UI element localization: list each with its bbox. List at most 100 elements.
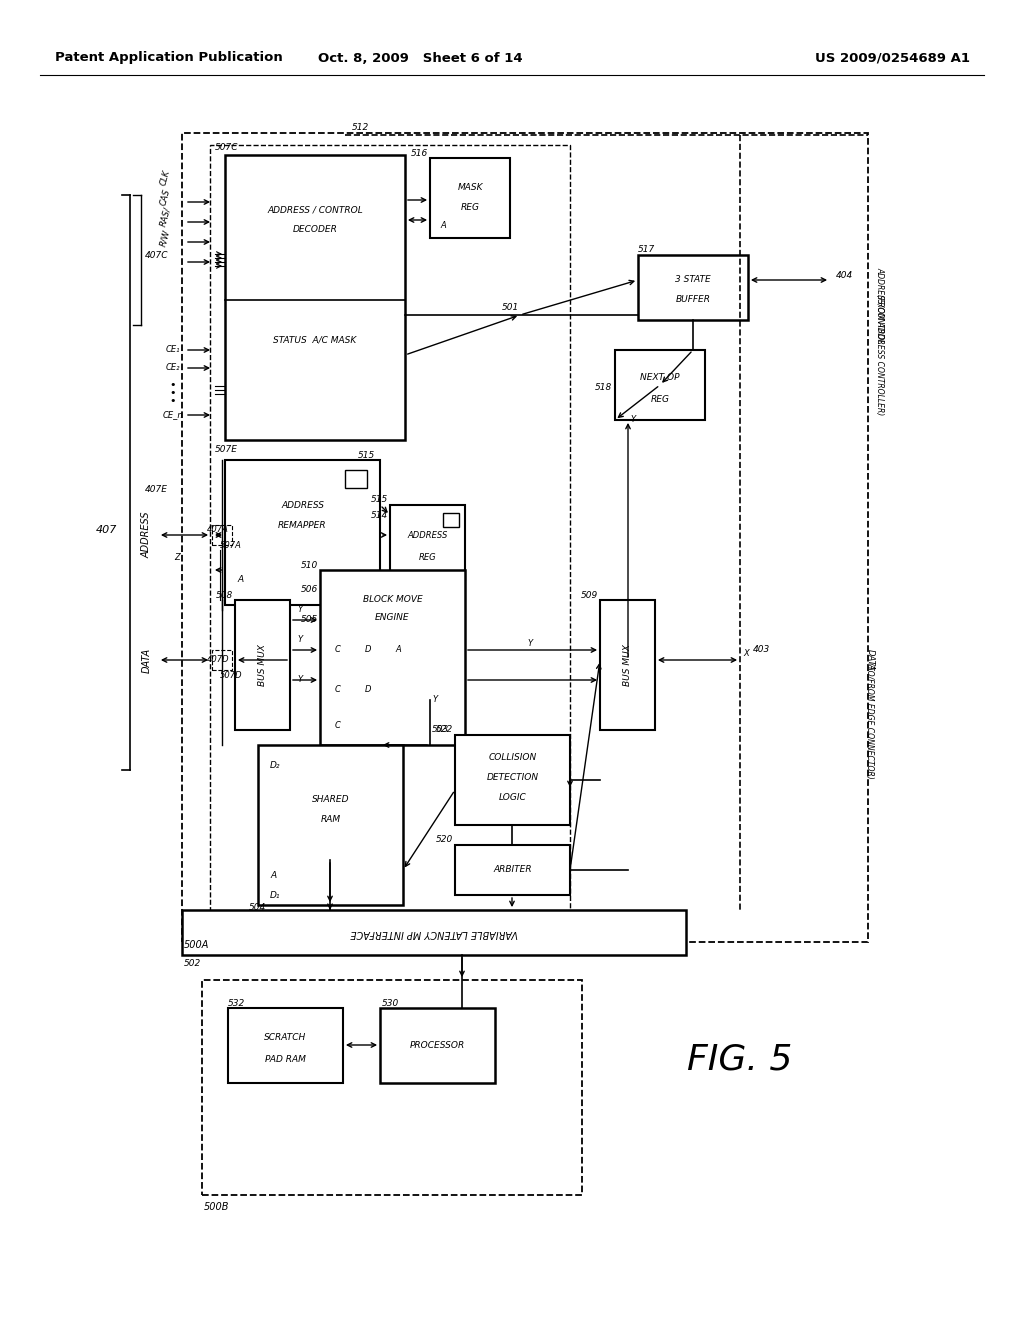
Text: BUS MUX: BUS MUX [258, 644, 267, 686]
Text: Y: Y [630, 416, 635, 425]
Text: REG: REG [461, 203, 479, 213]
Text: MASK: MASK [458, 183, 482, 193]
Text: Oct. 8, 2009   Sheet 6 of 14: Oct. 8, 2009 Sheet 6 of 14 [317, 51, 522, 65]
Text: 522: 522 [436, 726, 453, 734]
Text: Y: Y [527, 639, 532, 648]
Text: BLOCK MOVE: BLOCK MOVE [362, 595, 422, 605]
Bar [182, 909, 686, 954]
Text: 3 STATE: 3 STATE [675, 276, 711, 285]
Text: Y: Y [297, 606, 302, 615]
Text: A: A [395, 645, 400, 655]
Text: D₂: D₂ [270, 760, 281, 770]
Text: A: A [237, 576, 243, 585]
Bar [225, 459, 380, 605]
Text: 404: 404 [836, 271, 853, 280]
Text: 407A: 407A [207, 525, 229, 535]
Text: COLLISION: COLLISION [488, 752, 537, 762]
Text: C: C [335, 685, 341, 694]
Text: 530: 530 [382, 998, 399, 1007]
Bar [455, 735, 570, 825]
Bar [390, 506, 465, 579]
Text: D: D [365, 645, 372, 655]
Text: PROCESSOR: PROCESSOR [410, 1041, 465, 1051]
Text: PAD RAM: PAD RAM [265, 1056, 306, 1064]
Bar [212, 649, 232, 671]
Text: 407E: 407E [145, 486, 168, 495]
Text: 510: 510 [301, 561, 318, 569]
Text: 515: 515 [357, 450, 375, 459]
Bar [228, 1008, 343, 1082]
Bar [182, 133, 868, 942]
Text: NEXT OP: NEXT OP [640, 374, 680, 383]
Text: 507C: 507C [215, 144, 239, 153]
Bar [380, 1008, 495, 1082]
Text: VARIABLE LATENCY MP INTERFACE: VARIABLE LATENCY MP INTERFACE [350, 928, 518, 937]
Bar [430, 158, 510, 238]
Bar [319, 570, 465, 744]
Text: 507A: 507A [220, 540, 242, 549]
Text: 517: 517 [638, 246, 655, 255]
Text: CE₁: CE₁ [166, 346, 180, 355]
Text: 403: 403 [753, 645, 770, 655]
Bar [212, 525, 232, 545]
Text: A: A [270, 870, 276, 879]
Text: RAM: RAM [321, 816, 341, 825]
Text: (FROM ADDRESS CONTROLLER): (FROM ADDRESS CONTROLLER) [876, 294, 885, 416]
Text: •: • [170, 388, 176, 399]
Text: REMAPPER: REMAPPER [279, 520, 327, 529]
Bar [600, 601, 655, 730]
Text: 507D: 507D [220, 671, 243, 680]
Text: 520: 520 [436, 836, 453, 845]
Bar [345, 470, 367, 488]
Text: 500A: 500A [184, 940, 209, 950]
Text: 503: 503 [432, 726, 450, 734]
Text: D₁: D₁ [270, 891, 281, 899]
Text: 500B: 500B [204, 1203, 229, 1212]
Text: US 2009/0254689 A1: US 2009/0254689 A1 [815, 51, 970, 65]
Text: 509: 509 [581, 590, 598, 599]
Bar [258, 744, 403, 906]
Text: X: X [743, 648, 749, 657]
Text: LOGIC: LOGIC [499, 792, 526, 801]
Text: 502: 502 [184, 958, 202, 968]
Text: DECODER: DECODER [293, 226, 338, 235]
Text: SHARED: SHARED [311, 796, 349, 804]
Text: 514: 514 [371, 511, 388, 520]
Text: RAS/: RAS/ [158, 206, 172, 227]
Text: STATUS  A/C MASK: STATUS A/C MASK [273, 335, 356, 345]
Text: 507E: 507E [215, 446, 238, 454]
Text: Z: Z [174, 553, 180, 562]
Text: 518: 518 [595, 384, 612, 392]
Text: DETECTION: DETECTION [486, 772, 539, 781]
Text: FIG. 5: FIG. 5 [687, 1043, 793, 1077]
Text: REG: REG [650, 396, 670, 404]
Text: Y: Y [432, 696, 437, 705]
Bar [443, 513, 459, 527]
Text: (TO/FROM EDGE CONNECTOR): (TO/FROM EDGE CONNECTOR) [865, 661, 874, 779]
Text: REG: REG [419, 553, 436, 561]
Bar [202, 979, 582, 1195]
Bar [455, 845, 570, 895]
Text: 506: 506 [301, 586, 318, 594]
Text: D: D [365, 685, 372, 694]
Text: Y: Y [297, 635, 302, 644]
Text: 516: 516 [411, 149, 428, 157]
Text: Y: Y [297, 676, 302, 685]
Text: 407D: 407D [207, 656, 229, 664]
Text: •: • [170, 380, 176, 389]
Text: 508: 508 [216, 590, 233, 599]
Text: 515: 515 [371, 495, 388, 504]
Text: ADDRESS / CONTROL: ADDRESS / CONTROL [267, 206, 362, 214]
Bar [638, 255, 748, 319]
Text: 407C: 407C [145, 251, 169, 260]
Text: Patent Application Publication: Patent Application Publication [55, 51, 283, 65]
Bar [615, 350, 705, 420]
Text: ADDRESS/CONTROL: ADDRESS/CONTROL [876, 267, 885, 343]
Text: C: C [335, 721, 341, 730]
Text: ENGINE: ENGINE [375, 614, 410, 623]
Text: 501: 501 [502, 304, 518, 313]
Text: 505: 505 [301, 615, 318, 624]
Text: CLK: CLK [159, 169, 171, 187]
Text: •: • [170, 396, 176, 407]
Text: C: C [335, 645, 341, 655]
